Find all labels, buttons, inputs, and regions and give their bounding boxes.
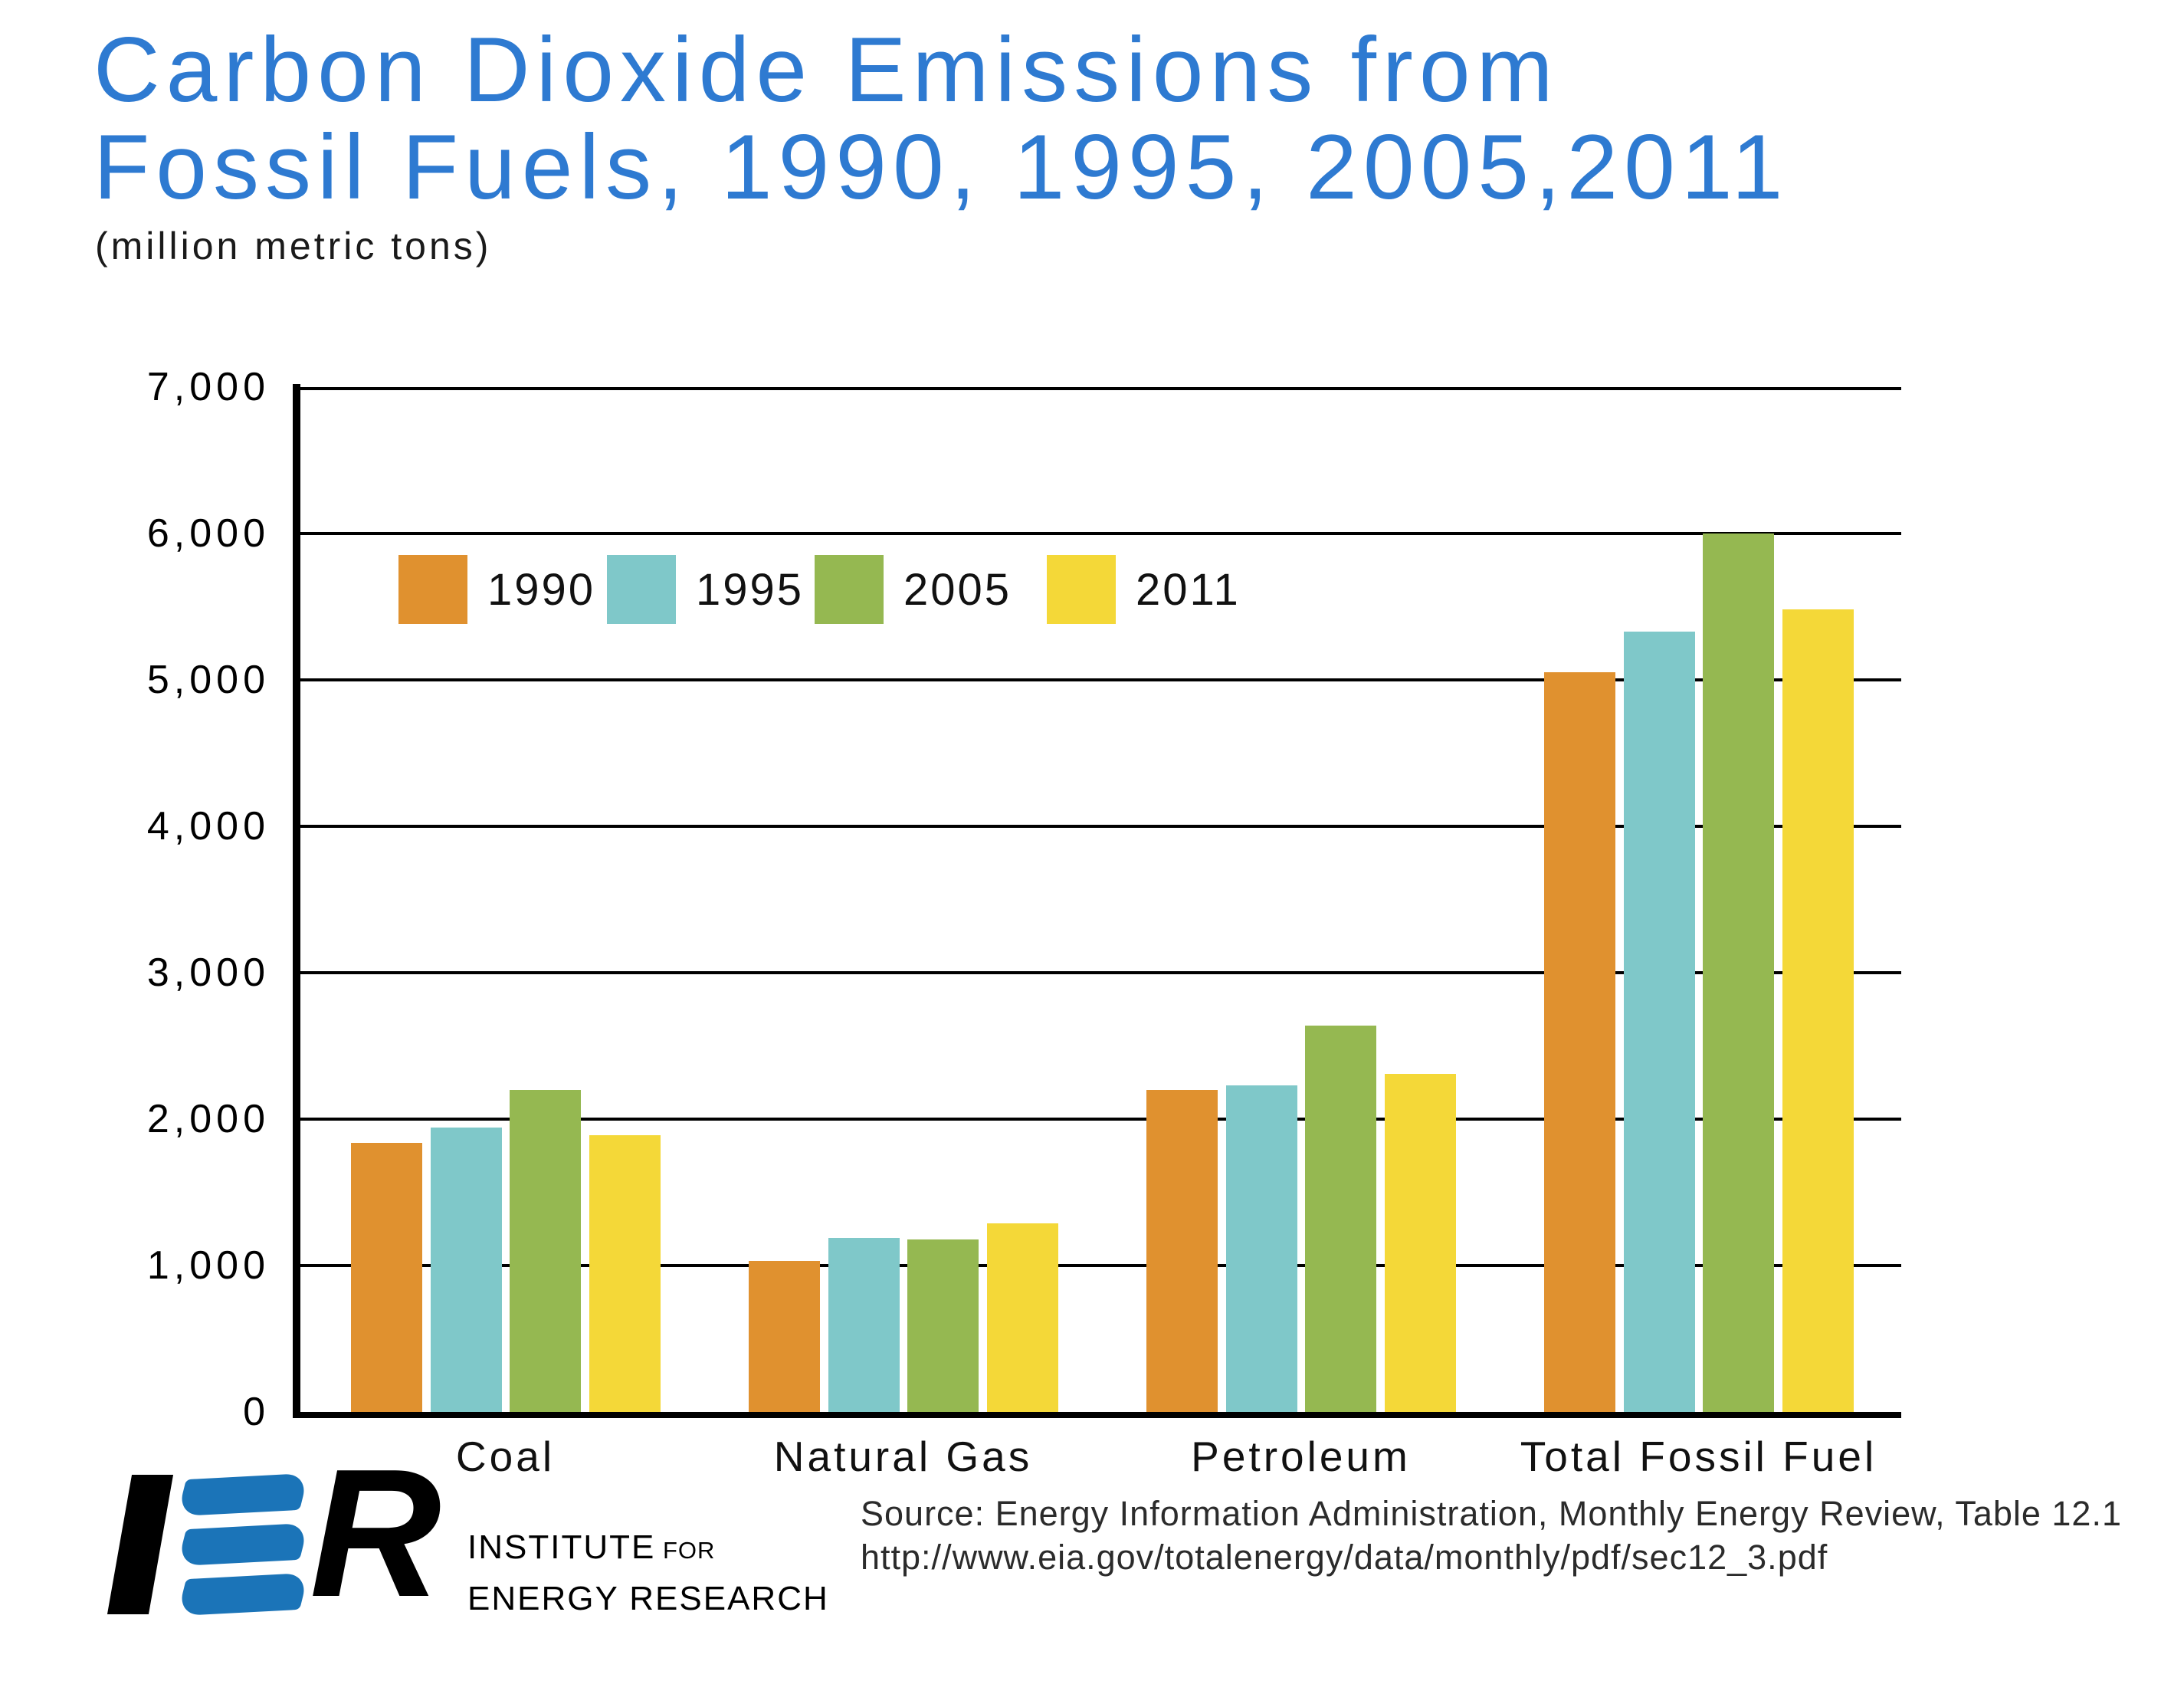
bar-1990-total-fossil-fuel xyxy=(1544,672,1615,1412)
logo-stripe xyxy=(176,1472,310,1517)
chart-title-line2: Fossil Fuels, 1990, 1995, 2005,2011 xyxy=(93,116,1789,219)
legend-label-1995: 1995 xyxy=(696,564,805,615)
gridline-3000 xyxy=(300,971,1901,974)
legend-item-2005: 2005 xyxy=(815,555,1012,624)
logo-text-for: FOR xyxy=(655,1537,716,1564)
legend-item-2011: 2011 xyxy=(1047,555,1241,624)
logo-text-line1: INSTITUTE FOR xyxy=(467,1528,829,1567)
source-line1: Source: Energy Information Administratio… xyxy=(861,1494,2122,1533)
bar-2005-coal xyxy=(510,1089,582,1412)
legend-swatch-2005 xyxy=(815,555,884,624)
legend-swatch-1995 xyxy=(607,555,676,624)
gridline-5000 xyxy=(300,678,1901,681)
y-tick-label-1000: 1,000 xyxy=(146,1243,270,1288)
category-label-total-fossil-fuel: Total Fossil Fuel xyxy=(1520,1433,1877,1480)
legend-label-2011: 2011 xyxy=(1136,564,1241,615)
bar-1995-natural-gas xyxy=(828,1237,900,1412)
logo-letter-r: R xyxy=(310,1432,441,1635)
bar-2005-petroleum xyxy=(1305,1025,1377,1412)
y-tick-label-4000: 4,000 xyxy=(146,804,270,849)
category-label-petroleum: Petroleum xyxy=(1191,1433,1411,1480)
legend-swatch-2011 xyxy=(1047,555,1116,624)
logo-text: INSTITUTE FOR ENERGY RESEARCH xyxy=(467,1528,829,1618)
legend-label-2005: 2005 xyxy=(903,564,1012,615)
plot-area: Coal Natural Gas Petroleum Total Fossil Fue… xyxy=(293,384,1901,1480)
category-label-natural-gas: Natural Gas xyxy=(773,1433,1033,1480)
gridline-6000 xyxy=(300,532,1901,535)
bar-1990-natural-gas xyxy=(749,1261,820,1412)
bar-2005-natural-gas xyxy=(907,1239,979,1412)
legend-swatch-1990 xyxy=(398,555,467,624)
bar-1995-coal xyxy=(430,1128,502,1412)
ier-logo: R INSTITUTE FOR ENERGY RESEARCH xyxy=(107,1443,828,1625)
y-tick-label-6000: 6,000 xyxy=(146,511,270,556)
bar-2011-natural-gas xyxy=(987,1223,1058,1412)
x-axis-line xyxy=(293,1412,1901,1418)
chart-unit-label: (million metric tons) xyxy=(95,225,492,268)
gridline-4000 xyxy=(300,825,1901,828)
logo-letter-e-stripes xyxy=(176,1472,310,1617)
bar-1990-petroleum xyxy=(1146,1089,1218,1412)
logo-text-institute: INSTITUTE xyxy=(467,1528,656,1566)
legend-item-1990: 1990 xyxy=(398,555,595,624)
y-tick-label-7000: 7,000 xyxy=(146,365,270,409)
bar-2011-coal xyxy=(589,1135,661,1412)
logo-stripe xyxy=(176,1522,310,1567)
source-line2: http://www.eia.gov/totalenergy/data/mont… xyxy=(861,1538,1828,1577)
source-note: Source: Energy Information Administratio… xyxy=(861,1492,2122,1579)
logo-letter-i xyxy=(107,1475,174,1614)
bar-2011-total-fossil-fuel xyxy=(1782,609,1854,1412)
chart-title-line1: Carbon Dioxide Emissions from xyxy=(93,18,1559,121)
category-label-coal: Coal xyxy=(455,1433,556,1480)
y-tick-label-3000: 3,000 xyxy=(146,950,270,995)
y-tick-label-5000: 5,000 xyxy=(146,658,270,702)
logo-text-line2: ENERGY RESEARCH xyxy=(467,1580,829,1617)
gridline-7000 xyxy=(300,387,1901,390)
y-axis-tick-labels: 7,000 6,000 5,000 4,000 3,000 2,000 1,000 0 xyxy=(0,365,270,1434)
y-axis-line xyxy=(293,384,300,1418)
legend-item-1995: 1995 xyxy=(607,555,804,624)
chart-title: Carbon Dioxide Emissions from Fossil Fue… xyxy=(93,21,1789,216)
bar-1995-total-fossil-fuel xyxy=(1623,631,1695,1412)
bar-1995-petroleum xyxy=(1225,1085,1297,1412)
bar-2011-petroleum xyxy=(1385,1073,1456,1412)
bar-1990-coal xyxy=(351,1142,422,1412)
y-tick-label-2000: 2,000 xyxy=(146,1097,270,1141)
bar-2005-total-fossil-fuel xyxy=(1703,533,1775,1412)
legend-label-1990: 1990 xyxy=(487,564,596,615)
gridline-2000 xyxy=(300,1118,1901,1121)
y-tick-label-0: 0 xyxy=(243,1390,270,1434)
logo-stripe xyxy=(176,1572,310,1617)
gridline-1000 xyxy=(300,1264,1901,1267)
